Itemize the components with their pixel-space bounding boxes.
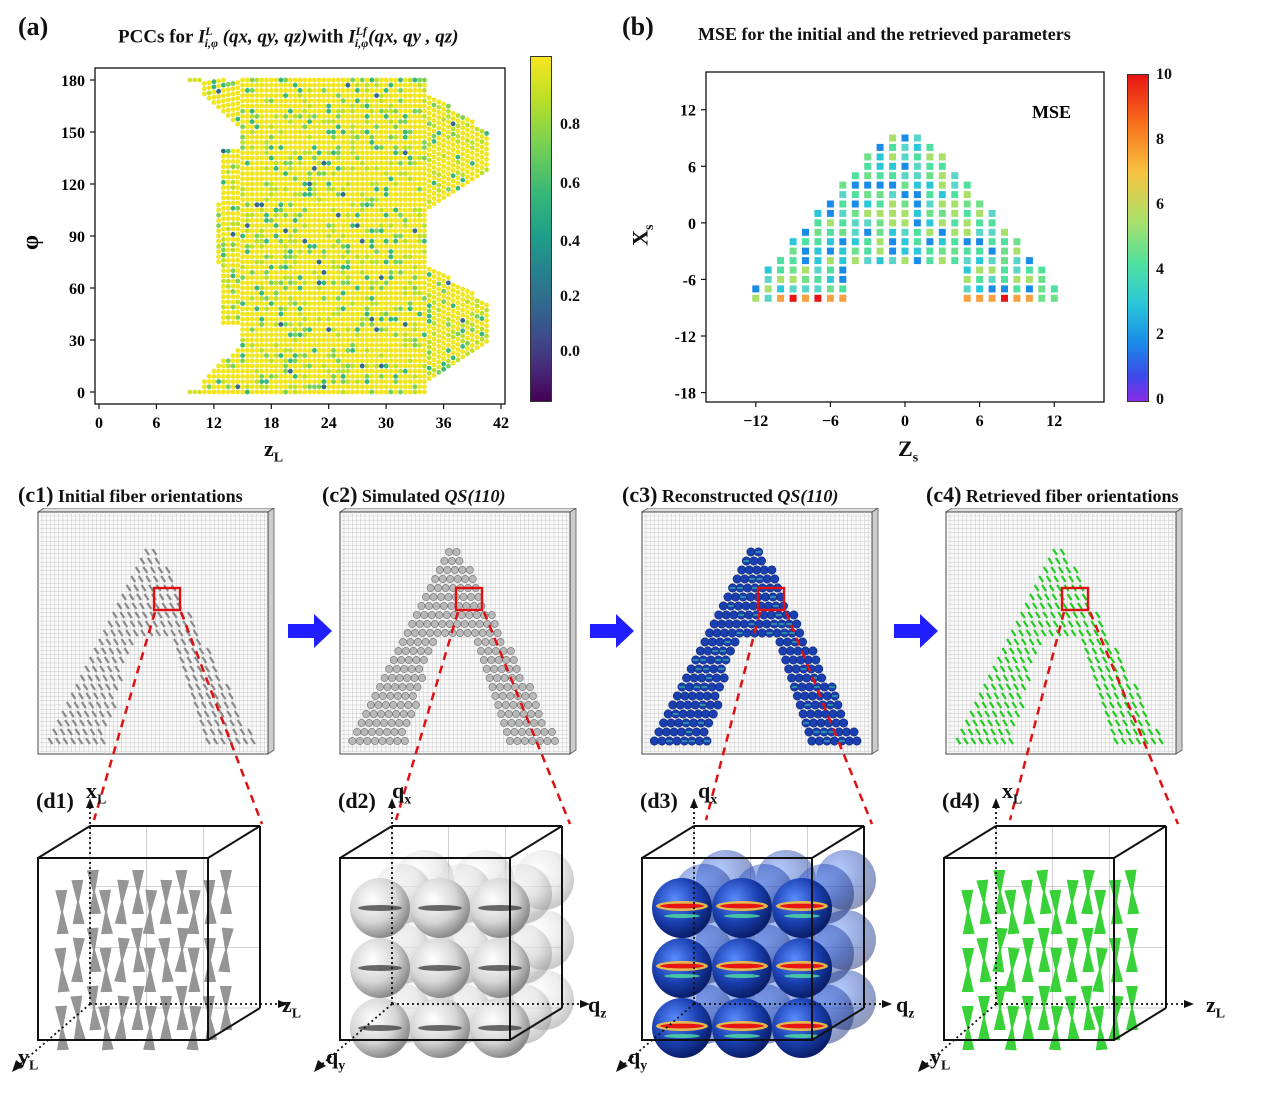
panel-d2-axis-right: qz	[588, 992, 607, 1022]
panel-a-colorbar-tick-1: 0.6	[560, 175, 580, 192]
panel-a-ytick-150: 150	[61, 125, 85, 142]
panel-d1-cube	[12, 798, 288, 1072]
panel-b-colorbar-tick-5: 0	[1156, 391, 1164, 408]
panel-d4-axis-up: xL	[1002, 778, 1023, 808]
panel-b-plot: 12 6 0 -6 -12 -18 −12 −6 0 6 12 MSE	[675, 71, 1105, 430]
panel-a-colorbar-tick-4: 0.0	[560, 343, 580, 360]
panel-b-xtick-0: −12	[743, 413, 768, 430]
panel-d3-axis-down: qy	[628, 1044, 648, 1074]
panel-a-title-sup1: L	[205, 24, 213, 38]
panel-c3-caption: (c3) Reconstructed QS(110)	[622, 482, 839, 507]
panel-b-title: MSE for the initial and the retrieved pa…	[698, 24, 1071, 44]
panel-b-ylabel: Xs	[627, 224, 657, 246]
panel-a-y-ticks: 180 150 120 90 60 30 0	[61, 73, 95, 402]
panel-d2-cube	[314, 798, 590, 1072]
panel-b-colorbar-tick-3: 4	[1156, 261, 1164, 278]
panel-d1-axis-up: xL	[86, 778, 107, 808]
panel-a-title-sym1: I	[197, 26, 206, 48]
panel-a-colorbar-tick-2: 0.4	[560, 233, 580, 250]
panel-a-title-args2: (qx, qy , qz)	[368, 26, 459, 48]
panel-a-ytick-60: 60	[69, 281, 85, 298]
panel-b-colorbar	[1127, 74, 1149, 402]
panel-d4-axis-right: zL	[1206, 992, 1226, 1022]
panel-a-ytick-90: 90	[69, 229, 85, 246]
panel-c2-image	[338, 508, 577, 755]
panel-a-title-args1: (qx, qy, qz)	[217, 26, 308, 48]
panel-b-colorbar-tick-4: 2	[1156, 326, 1164, 343]
panel-a-title: PCCs for ILi,φ (qx, qy, qz)with ILfi,φ(q…	[118, 24, 458, 51]
panel-b-ytick-4: -12	[675, 329, 696, 346]
arrow-c2-to-c3	[590, 614, 634, 648]
panel-a-xtick-18: 18	[263, 415, 279, 432]
panel-a-colorbar-tick-3: 0.2	[560, 288, 580, 305]
panel-c2-caption: (c2) Simulated QS(110)	[322, 482, 506, 507]
panel-a-colorbar-tick-0: 0.8	[560, 116, 580, 133]
panel-d2-axis-down: qy	[326, 1044, 346, 1074]
panel-b-xtick-3: 6	[976, 413, 984, 430]
panel-b-x-ticks: −12 −6 0 6 12	[743, 402, 1062, 430]
panel-b-ytick-3: -6	[683, 272, 696, 289]
panel-a-plot: 180 150 120 90 60 30 0 0 6 12 18 24 30 36 42 φ	[20, 67, 509, 432]
panel-a-xtick-30: 30	[378, 415, 394, 432]
panel-a-ytick-0: 0	[77, 385, 85, 402]
panel-d1-axis-down: yL	[18, 1044, 39, 1074]
panel-b-data-squares	[752, 134, 1058, 302]
panel-b-colorbar-tick-0: 10	[1156, 66, 1172, 83]
panel-b-frame	[705, 71, 1105, 403]
panel-a-title-sub1: i,φ	[204, 36, 218, 51]
panel-a-xtick-12: 12	[206, 415, 222, 432]
panel-b-ytick-2: 0	[688, 216, 696, 233]
panel-c1-caption: (c1) Initial fiber orientations	[18, 482, 243, 507]
panel-b-legend: MSE	[1032, 102, 1071, 122]
arrow-c3-to-c4	[894, 614, 938, 648]
panel-a-colorbar	[530, 56, 552, 402]
panel-a-x-ticks: 0 6 12 18 24 30 36 42	[95, 404, 509, 432]
panel-a-ylabel: φ	[20, 235, 44, 250]
panel-c4-caption: (c4) Retrieved fiber orientations	[926, 482, 1179, 507]
panel-d4-axis-down: yL	[930, 1044, 951, 1074]
panel-b-xlabel: Zs	[898, 436, 919, 466]
panel-a-xtick-0: 0	[95, 415, 103, 432]
panel-d2-axis-up: qx	[392, 778, 412, 808]
panel-d1-label: (d1)	[36, 788, 74, 813]
panel-a-data-points	[187, 77, 489, 395]
panel-b-y-ticks: 12 6 0 -6 -12 -18	[675, 103, 706, 403]
panel-d4-cube	[918, 798, 1194, 1072]
panel-a-title-mid: with	[307, 26, 349, 48]
panel-c4-image	[944, 508, 1183, 755]
panel-d1-axis-right: zL	[282, 992, 302, 1022]
panel-a-ytick-120: 120	[61, 177, 85, 194]
panel-b-colorbar-tick-2: 6	[1156, 196, 1164, 213]
panel-a-title-sup2: Lf	[355, 24, 367, 38]
panel-c3-image	[640, 508, 879, 755]
panel-b-ytick-1: 6	[688, 159, 696, 176]
panel-b-xtick-2: 0	[901, 413, 909, 430]
panel-b-colorbar-tick-1: 8	[1156, 131, 1164, 148]
panel-d4-label: (d4)	[942, 788, 980, 813]
panel-a-ytick-30: 30	[69, 333, 85, 350]
arrow-c1-to-c2	[288, 614, 332, 648]
panel-a-title-sym2: I	[348, 26, 356, 48]
panel-a-xtick-42: 42	[493, 415, 509, 432]
panel-a-title-prefix: PCCs for	[118, 26, 198, 48]
panel-a-xtick-24: 24	[321, 415, 337, 432]
panel-d3-axis-up: qx	[698, 778, 718, 808]
panel-a-ytick-180: 180	[61, 73, 85, 90]
panel-a-xtick-36: 36	[436, 415, 452, 432]
panel-b-label: (b)	[622, 12, 654, 41]
panel-b-ytick-0: 12	[680, 103, 696, 120]
panel-d2-label: (d2)	[338, 788, 376, 813]
panel-d3-label: (d3)	[640, 788, 678, 813]
panel-a-xlabel: zL	[264, 436, 284, 466]
panel-d3-cube	[616, 798, 892, 1072]
panel-d3-axis-right: qz	[896, 992, 915, 1022]
panel-c1-image	[36, 508, 275, 755]
panel-b-xtick-1: −6	[822, 413, 839, 430]
panel-a-xtick-6: 6	[152, 415, 160, 432]
panel-a-label: (a)	[18, 12, 49, 41]
panel-b-ytick-5: -18	[675, 386, 696, 403]
panel-b-xtick-4: 12	[1046, 413, 1062, 430]
panel-a-title-sub2: i,φ	[354, 36, 369, 51]
